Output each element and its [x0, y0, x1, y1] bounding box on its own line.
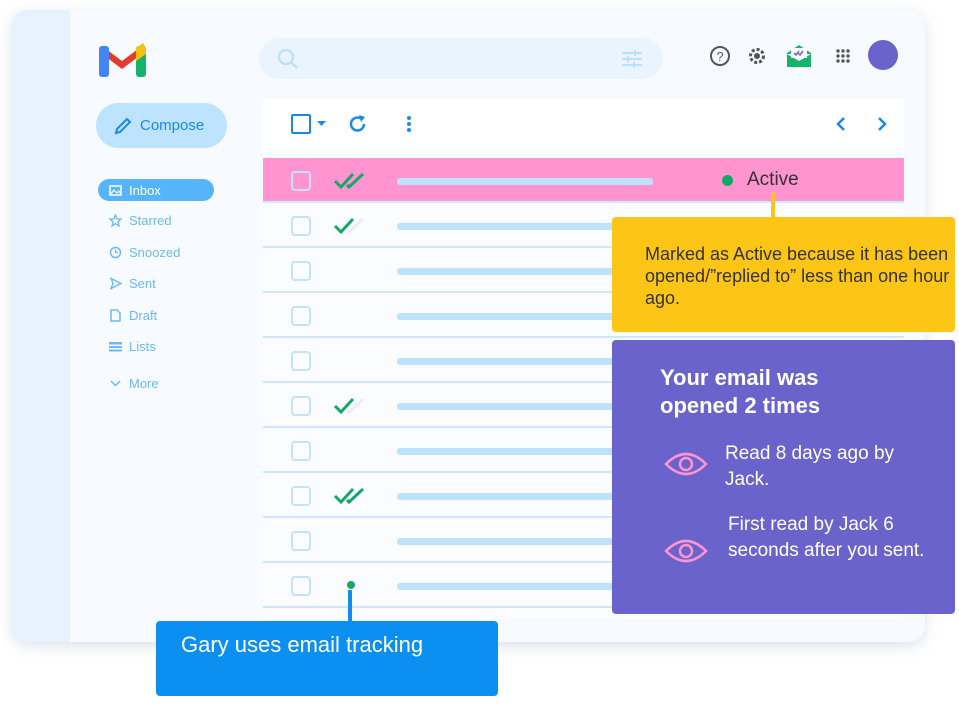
tracking-callout: Gary uses email tracking — [156, 621, 498, 696]
email-subject-placeholder — [397, 448, 637, 455]
sidebar-item-draft[interactable]: Draft — [98, 304, 214, 326]
row-checkbox[interactable] — [291, 351, 311, 371]
compose-button[interactable]: Compose — [96, 103, 227, 148]
opens-callout: Your email was opened 2 times Read 8 day… — [612, 340, 955, 614]
row-checkbox[interactable] — [291, 576, 311, 596]
compose-label: Compose — [140, 117, 205, 134]
draft-icon — [110, 308, 121, 322]
email-subject-placeholder — [397, 268, 637, 275]
refresh-icon[interactable] — [348, 114, 368, 134]
apps-grid-icon[interactable] — [835, 48, 851, 64]
single-check-icon — [333, 397, 365, 415]
sidebar-item-lists[interactable]: Lists — [98, 335, 214, 357]
read-entry: First read by Jack 6 seconds after you s… — [728, 514, 925, 561]
email-subject-placeholder — [397, 178, 653, 185]
email-row[interactable] — [263, 203, 904, 248]
sidebar-item-inbox[interactable]: Inbox — [98, 179, 214, 201]
single-check-icon — [333, 217, 365, 235]
search-icon — [277, 48, 298, 69]
sidebar-item-sent[interactable]: Sent — [98, 272, 214, 294]
email-subject-placeholder — [397, 223, 767, 230]
email-row[interactable] — [263, 293, 904, 338]
chevron-down-icon — [110, 379, 121, 387]
search-input[interactable] — [259, 38, 663, 79]
email-row[interactable] — [263, 428, 904, 473]
email-subject-placeholder — [397, 313, 647, 320]
sidebar-item-label: More — [129, 375, 159, 391]
double-check-icon — [333, 487, 365, 505]
email-row[interactable]: Active — [263, 158, 904, 203]
opens-title: Your email was opened 2 times — [660, 365, 821, 418]
send-icon — [109, 276, 122, 290]
active-connector — [771, 193, 775, 217]
email-subject-placeholder — [397, 493, 627, 500]
filter-options-icon[interactable] — [621, 49, 643, 69]
eye-icon — [664, 452, 708, 476]
sidebar-item-label: Snoozed — [129, 244, 181, 260]
sidebar-item-label: Sent — [129, 275, 156, 291]
sidebar-item-label: Lists — [129, 338, 156, 354]
sidebar-item-label: Draft — [129, 307, 158, 323]
list-toolbar — [263, 99, 904, 148]
tracking-dot — [347, 581, 355, 589]
sidebar-item-label: Inbox — [129, 182, 161, 198]
email-subject-placeholder — [397, 583, 627, 590]
active-label: Active — [747, 169, 799, 190]
row-checkbox[interactable] — [291, 261, 311, 281]
caret-down-icon[interactable] — [317, 121, 327, 127]
tracking-connector — [348, 590, 352, 621]
sidebar-item-label: Starred — [129, 212, 172, 228]
more-vert-icon[interactable] — [406, 115, 412, 133]
help-icon[interactable]: ? — [709, 45, 731, 67]
email-row[interactable] — [263, 248, 904, 293]
row-checkbox[interactable] — [291, 396, 311, 416]
lists-icon — [109, 341, 122, 351]
clock-icon — [109, 246, 122, 258]
star-icon — [109, 213, 122, 227]
inbox-icon — [109, 184, 122, 196]
sidebar-item-snoozed[interactable]: Snoozed — [98, 241, 214, 263]
svg-text:?: ? — [716, 49, 723, 64]
sidebar-item-more[interactable]: More — [98, 372, 214, 394]
email-row[interactable] — [263, 383, 904, 428]
row-checkbox[interactable] — [291, 486, 311, 506]
row-checkbox[interactable] — [291, 306, 311, 326]
select-all-checkbox[interactable] — [291, 114, 311, 134]
settings-icon[interactable] — [747, 46, 767, 66]
email-row[interactable] — [263, 338, 904, 383]
sidebar-item-starred[interactable]: Starred — [98, 209, 214, 231]
pencil-icon — [114, 117, 132, 134]
gmail-logo[interactable] — [99, 42, 146, 77]
left-strip — [12, 10, 70, 642]
double-check-icon — [333, 172, 365, 190]
email-subject-placeholder — [397, 403, 617, 410]
email-subject-placeholder — [397, 358, 627, 365]
email-row[interactable] — [263, 563, 904, 608]
active-dot — [722, 175, 733, 186]
email-subject-placeholder — [397, 538, 637, 545]
row-checkbox[interactable] — [291, 531, 311, 551]
read-entry: Read 8 days ago by Jack. — [725, 443, 895, 490]
active-explanation-callout: Marked as Active because it has been ope… — [612, 217, 955, 332]
email-row[interactable] — [263, 518, 904, 563]
next-page-icon[interactable] — [876, 116, 888, 132]
row-checkbox[interactable] — [291, 441, 311, 461]
mailtrack-icon[interactable] — [786, 44, 812, 68]
eye-icon — [664, 539, 708, 563]
prev-page-icon[interactable] — [835, 116, 847, 132]
email-row[interactable] — [263, 473, 904, 518]
row-checkbox[interactable] — [291, 216, 311, 236]
avatar[interactable] — [868, 40, 898, 70]
row-checkbox[interactable] — [291, 171, 311, 191]
